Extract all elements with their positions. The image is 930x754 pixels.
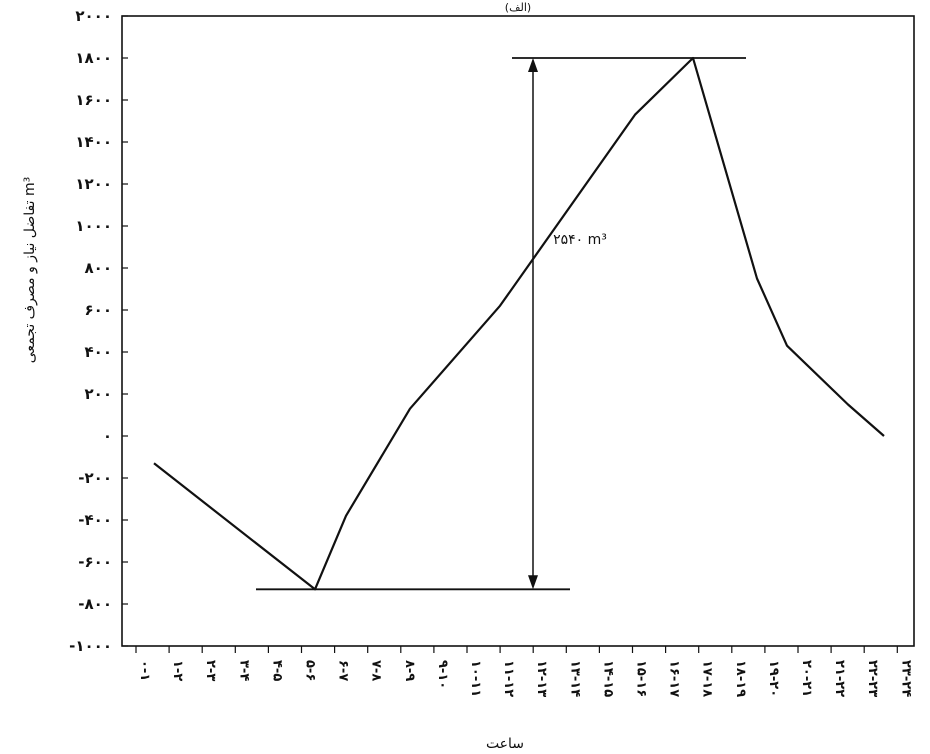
y-tick-label: ۸۰۰ [85, 259, 112, 277]
x-tick-label: ۴-۵ [269, 660, 284, 681]
x-tick-label: ۱۱-۱۲ [501, 660, 516, 697]
x-tick-label: ۱-۲ [170, 660, 185, 681]
x-tick-label: ۲۳-۲۴ [898, 660, 913, 697]
x-tick-label: ۸-۹ [402, 660, 417, 681]
y-tick-label: ۴۰۰ [85, 343, 112, 361]
annotations: ۲۵۴۰ m³ [553, 232, 607, 248]
y-tick-label: ۱۰۰۰ [75, 217, 112, 235]
plot-frame [121, 15, 915, 647]
y-tick-label: ۱۴۰۰ [75, 133, 112, 151]
series-group [153, 56, 885, 591]
x-tick-label: ۱۵-۱۶ [634, 660, 649, 697]
x-tick-label: ۱۲-۱۳ [534, 660, 549, 697]
y-ticks: ۲۰۰۰۱۸۰۰۱۶۰۰۱۴۰۰۱۲۰۰۱۰۰۰۸۰۰۶۰۰۴۰۰۲۰۰۰-۲۰… [69, 7, 128, 655]
x-axis-label: ساعت [486, 736, 524, 752]
y-tick-label: ۰ [103, 427, 112, 445]
x-tick-label: ۱۰-۱۱ [468, 660, 483, 697]
y-tick-label: ۲۰۰۰ [75, 7, 112, 25]
y-tick-label: ۶۰۰ [85, 301, 112, 319]
x-tick-label: ۲۱-۲۲ [832, 660, 847, 697]
x-ticks: ۰-۱ ۱-۲ ۲-۳ ۳-۴ ۴-۵ ۵-۶ ۶-۷ ۷-۸ ۸-۹ ۹-۱۰ ۱۰-۱۱ ۱۱-۱… [135, 646, 913, 697]
range-annotation: ۲۵۴۰ m³ [553, 232, 607, 248]
y-tick-label: ۲۰۰ [85, 385, 112, 403]
x-tick-label: ۱۷-۱۸ [700, 660, 715, 697]
range-arrow-head-top [528, 58, 538, 72]
y-tick-label: ۱۸۰۰ [75, 49, 112, 67]
y-tick-label: ۱۶۰۰ [75, 91, 112, 109]
range-arrow-head-bottom [528, 575, 538, 590]
y-tick-label: -۴۰۰ [78, 511, 112, 529]
y-axis-label: تفاضل نیاز و مصرف تجمعی m³ [22, 177, 38, 363]
x-tick-label: ۱۴-۱۵ [600, 660, 615, 697]
x-tick-label: ۶-۷ [336, 660, 351, 681]
x-tick-label: ۱۳-۱۴ [567, 660, 582, 697]
reference-lines [256, 57, 746, 591]
x-tick-label: ۲۰-۲۱ [799, 660, 814, 697]
x-tick-label: ۷-۸ [369, 660, 384, 681]
y-tick-label: ۱۲۰۰ [75, 175, 112, 193]
x-tick-label: ۹-۱۰ [435, 660, 450, 689]
x-tick-label: ۱۶-۱۷ [667, 660, 682, 697]
x-tick-label: ۵-۶ [303, 660, 318, 681]
x-tick-label: ۳-۴ [236, 660, 251, 681]
y-tick-label: -۲۰۰ [78, 469, 112, 487]
y-tick-label: -۱۰۰۰ [69, 637, 112, 655]
x-tick-label: ۱۹-۲۰ [766, 660, 781, 697]
y-tick-label: -۸۰۰ [78, 595, 112, 613]
x-tick-label: ۱۸-۱۹ [733, 660, 748, 697]
x-tick-label: ۰-۱ [137, 660, 152, 681]
chart-title: (الف) [505, 1, 531, 14]
series-line [153, 56, 885, 591]
y-tick-label: -۶۰۰ [78, 553, 112, 571]
x-tick-label: ۲-۳ [203, 660, 218, 681]
x-tick-label: ۲۲-۲۳ [865, 660, 880, 697]
